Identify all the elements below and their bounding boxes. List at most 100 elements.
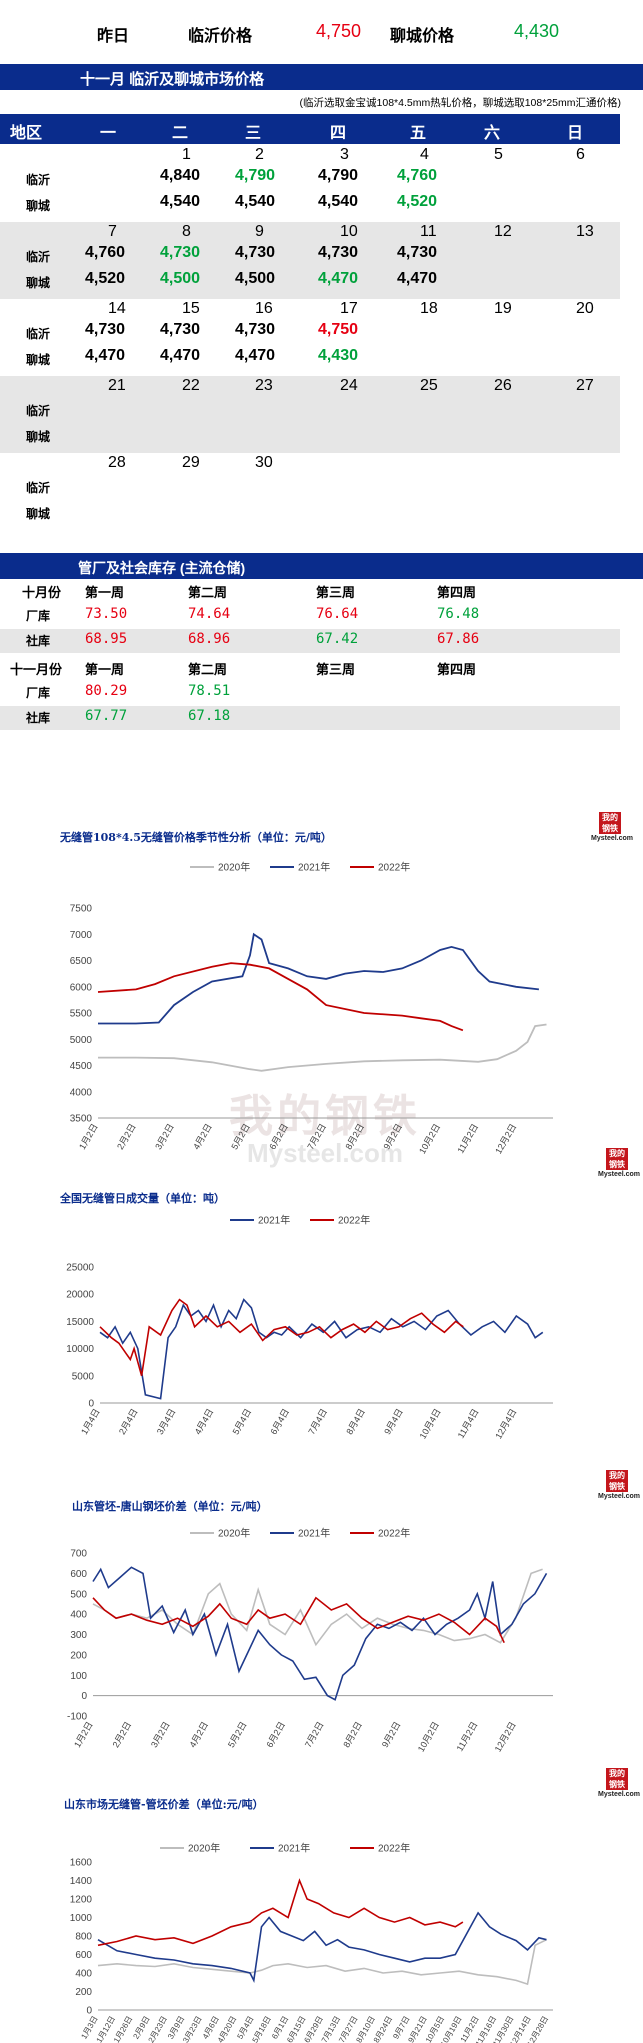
y-tick-label: 10000 — [66, 1344, 94, 1355]
mysteel-logo-mark: 我的钢铁 — [606, 1768, 628, 1790]
row-label-linyi: 临沂 — [26, 250, 51, 264]
x-tick-label: 7月27日 — [337, 2015, 359, 2043]
inventory-week-header: 第三周 — [316, 586, 356, 601]
x-tick-label: 5月18日 — [251, 2015, 273, 2043]
series-line-2020年 — [97, 1938, 547, 1986]
chart-3: -100 0 100 200 300 400 500 600 700 1月2日 2月2日 3月2日 4月… — [67, 1527, 553, 1754]
inventory-value: 74.64 — [188, 606, 231, 622]
watermark: 我的钢铁 Mysteel.com — [210, 1080, 440, 1169]
inventory-week-header: 第二周 — [188, 663, 228, 678]
y-tick-label: 4500 — [70, 1061, 93, 1072]
x-tick-label: 11月2日 — [455, 1122, 480, 1155]
price-cell-linyi: 4,790 — [318, 167, 359, 184]
y-tick-label: 5000 — [70, 1035, 93, 1046]
row-label-liaocheng: 聊城 — [26, 507, 51, 521]
x-tick-label: 4月2日 — [187, 1720, 210, 1749]
day-number: 27 — [576, 377, 594, 394]
price-cell-liaocheng: 4,500 — [235, 270, 276, 287]
x-tick-label: 2月2日 — [111, 1720, 134, 1749]
y-tick-label: 5500 — [70, 1009, 93, 1020]
day-number: 22 — [182, 377, 200, 394]
row-label-liaocheng: 聊城 — [26, 199, 51, 213]
x-tick-label: 12月14日 — [508, 2015, 533, 2043]
x-tick-label: 7月4日 — [306, 1407, 329, 1436]
day-number: 7 — [108, 223, 117, 240]
day-number: 8 — [182, 223, 191, 240]
row-label-linyi: 临沂 — [26, 404, 51, 418]
series-line-2020年 — [98, 1023, 547, 1072]
row-label-liaocheng: 聊城 — [26, 430, 51, 444]
inventory-week-header: 第一周 — [85, 663, 125, 678]
x-tick-label: 8月10日 — [354, 2015, 376, 2043]
day-number: 11 — [420, 223, 437, 240]
x-tick-label: 2月23日 — [147, 2015, 169, 2043]
mysteel-logo-mark: 我的钢铁 — [606, 1470, 628, 1492]
price-cell-linyi: 4,730 — [235, 321, 276, 338]
header-weekday: 三 — [245, 125, 262, 142]
price-cell-linyi: 4,730 — [397, 244, 438, 261]
inventory-value: 76.48 — [437, 606, 480, 622]
price-cell-linyi: 4,790 — [235, 167, 276, 184]
day-number: 26 — [494, 377, 512, 394]
x-tick-label: 9月4日 — [382, 1407, 405, 1436]
y-tick-label: 7500 — [70, 904, 93, 915]
x-tick-label: 1月2日 — [72, 1720, 95, 1749]
series-line-2022年 — [92, 1596, 505, 1644]
day-number: 24 — [340, 377, 358, 394]
mysteel-logo-text: Mysteel.com — [598, 1171, 641, 1178]
inventory-band — [0, 706, 620, 730]
y-tick-label: 100 — [70, 1671, 87, 1682]
price-cell-liaocheng: 4,470 — [160, 347, 201, 364]
day-number: 13 — [576, 223, 594, 240]
series-line-2022年 — [97, 962, 464, 1032]
price-cell-linyi: 4,730 — [318, 244, 359, 261]
inventory-value: 78.51 — [188, 683, 231, 699]
y-tick-label: 25000 — [66, 1263, 94, 1274]
day-number: 25 — [420, 377, 438, 394]
x-tick-label: 9月7日 — [391, 2015, 411, 2041]
y-tick-label: 0 — [81, 1691, 87, 1702]
price-cell-liaocheng: 4,520 — [397, 193, 438, 210]
x-tick-label: 6月2日 — [264, 1720, 287, 1749]
y-tick-label: 4000 — [70, 1087, 93, 1098]
header-region: 地区 — [10, 125, 43, 142]
x-tick-label: 1月3日 — [79, 2015, 99, 2041]
legend-label: 2020年 — [218, 1527, 250, 1540]
x-tick-label: 10月2日 — [416, 1720, 441, 1754]
x-tick-label: 6月29日 — [302, 2015, 324, 2043]
chart-2: 0 5000 10000 15000 20000 25000 1月4日 2月4日 3月4日 4月4… — [66, 1214, 553, 1441]
x-tick-label: 5月4日 — [231, 1407, 254, 1436]
day-number: 12 — [494, 223, 512, 240]
mysteel-logo-text: Mysteel.com — [598, 1493, 641, 1500]
day-number: 29 — [182, 454, 200, 471]
day-number: 3 — [340, 146, 349, 163]
header-weekday: 日 — [567, 125, 584, 142]
price-cell-linyi: 4,760 — [85, 244, 126, 261]
mysteel-logo-mark: 我的钢铁 — [599, 812, 621, 834]
legend-label: 2021年 — [278, 1842, 310, 1855]
day-number: 1 — [182, 146, 191, 163]
inventory-month: 十一月份 — [10, 663, 63, 678]
y-tick-label: 600 — [75, 1950, 92, 1961]
day-number: 10 — [340, 223, 358, 240]
y-tick-label: 15000 — [66, 1317, 94, 1328]
x-tick-label: 3月2日 — [153, 1122, 176, 1151]
legend-label: 2021年 — [298, 1527, 330, 1540]
inventory-band — [0, 629, 620, 653]
series-line-2021年 — [99, 1298, 544, 1400]
inventory-week-header: 第四周 — [437, 663, 477, 678]
price-cell-liaocheng: 4,470 — [85, 347, 126, 364]
price-cell-liaocheng: 4,470 — [235, 347, 276, 364]
inventory-row-label: 厂库 — [26, 609, 51, 623]
price-cell-liaocheng: 4,500 — [160, 270, 201, 287]
x-tick-label: 3月2日 — [149, 1720, 172, 1749]
x-tick-label: 12月4日 — [493, 1407, 518, 1441]
watermark-text: 我的钢铁 — [229, 1091, 421, 1142]
inventory-row-label: 社库 — [26, 634, 51, 648]
day-number: 23 — [255, 377, 273, 394]
x-tick-label: 11月16日 — [474, 2015, 498, 2043]
header-weekday: 六 — [484, 125, 501, 142]
y-tick-label: 700 — [70, 1549, 87, 1560]
chart-4: 0 200 400 600 800 1000 1200 1400 1600 1月3日1月12日1月… — [70, 1842, 553, 2043]
mysteel-logo-text: Mysteel.com — [591, 835, 634, 842]
